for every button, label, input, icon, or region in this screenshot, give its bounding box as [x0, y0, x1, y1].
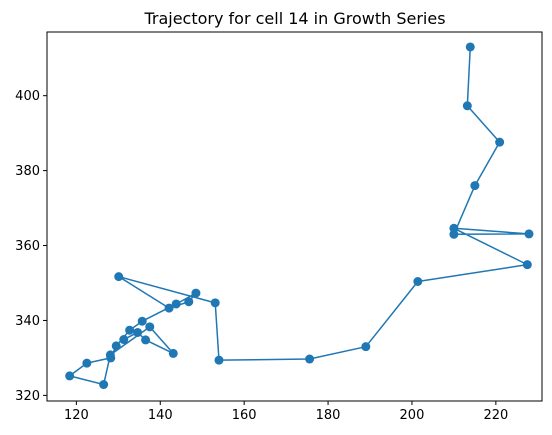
data-point	[210, 298, 220, 308]
data-point	[465, 42, 475, 52]
data-point	[164, 303, 174, 313]
data-point	[119, 335, 129, 345]
y-tick-label: 380	[15, 164, 40, 179]
y-tick-label: 360	[15, 239, 40, 254]
data-point	[99, 380, 109, 390]
data-point	[133, 327, 143, 337]
x-tick-label: 200	[400, 408, 425, 423]
data-point	[65, 371, 75, 381]
y-tick-label: 320	[15, 389, 40, 404]
y-tick-label: 400	[15, 89, 40, 104]
data-point	[184, 297, 194, 307]
y-tick-label: 340	[15, 314, 40, 329]
data-point	[413, 276, 423, 286]
data-point	[495, 137, 505, 147]
data-point	[168, 348, 178, 358]
x-tick-label: 140	[148, 408, 173, 423]
data-point	[82, 358, 92, 368]
data-point	[141, 335, 151, 345]
x-tick-label: 160	[232, 408, 257, 423]
data-point	[522, 260, 532, 270]
data-point	[171, 299, 181, 309]
data-point	[145, 322, 155, 332]
data-point	[137, 316, 147, 326]
axes-frame	[46, 31, 543, 402]
data-point	[125, 325, 135, 335]
data-point	[111, 341, 121, 351]
data-point	[470, 181, 480, 191]
data-point	[105, 350, 115, 360]
x-tick-label: 220	[483, 408, 508, 423]
x-tick-label: 180	[316, 408, 341, 423]
data-point	[524, 229, 534, 239]
chart-title: Trajectory for cell 14 in Growth Series	[143, 9, 445, 28]
data-point	[191, 288, 201, 298]
y-axis-ticks: 320 340 360 380 400	[15, 89, 47, 404]
data-point	[214, 355, 224, 365]
plot-area	[65, 42, 534, 390]
data-point	[361, 342, 371, 352]
data-point	[462, 101, 472, 111]
data-point	[114, 272, 124, 282]
x-axis-ticks: 120 140 160 180 200 220	[64, 401, 508, 423]
data-point	[305, 354, 315, 364]
x-tick-label: 120	[64, 408, 89, 423]
data-point	[449, 223, 459, 233]
